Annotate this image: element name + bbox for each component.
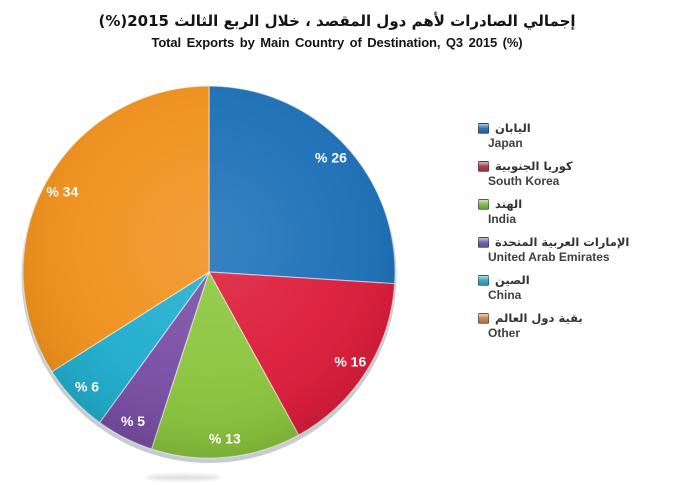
legend-swatch-japan [478,122,489,134]
legend-label-english-south-korea: South Korea [488,174,560,188]
legend-item-japan: اليابان Japan [478,121,672,150]
legend-label-english-united-arab-emirates: United Arab Emirates [488,250,610,264]
legend-item-china: الصين China [478,273,672,302]
pie-value-label-japan: % 26 [315,149,347,165]
chart-legend: اليابان Japan كوريا الجنوبية South Korea اله… [478,121,672,349]
legend-label-arabic-india: الهند [495,197,523,211]
legend-label-arabic-japan: اليابان [495,121,531,135]
pie-value-label-south-korea: % 16 [334,354,366,370]
legend-label-english-china: China [488,288,522,302]
pie-slices [22,85,396,459]
pie-value-label-india: % 13 [209,431,241,447]
legend-item-india: الهند India [478,197,672,226]
legend-label-english-other: Other [488,326,521,340]
legend-label-english-japan: Japan [488,136,523,150]
pie-value-label-united-arab-emirates: % 5 [121,413,145,429]
pie-slice-japan [208,85,396,285]
legend-row-india: الهند [478,197,672,211]
chart-title-arabic: إجمالي الصادرات لأهم دول المقصد ، خلال ا… [98,12,576,30]
legend-label-arabic-south-korea: كوريا الجنوبية [495,159,573,173]
legend-item-other: بقية دول العالم Other [478,311,672,340]
legend-swatch-other [478,312,489,324]
legend-row-china: الصين [478,273,672,287]
legend-swatch-united-arab-emirates [478,236,489,248]
legend-row-other: بقية دول العالم [478,311,672,325]
legend-label-arabic-other: بقية دول العالم [495,311,583,325]
legend-row-japan: اليابان [478,121,672,135]
chart-title-english: Total Exports by Main Country of Destina… [151,35,523,50]
legend-label-arabic-china: الصين [495,273,530,287]
pie-value-label-other: % 34 [46,183,78,199]
legend-swatch-china [478,274,489,286]
legend-item-south-korea: كوريا الجنوبية South Korea [478,159,672,188]
legend-row-united-arab-emirates: الإمارات العربية المتحدة [478,235,672,249]
legend-label-english-india: India [488,212,517,226]
legend-row-south-korea: كوريا الجنوبية [478,159,672,173]
legend-swatch-south-korea [478,160,489,172]
pie-value-labels: % 26 % 16 % 13 % 5 % 6 % 34 [46,149,366,446]
legend-swatch-india [478,198,489,210]
legend-item-united-arab-emirates: الإمارات العربية المتحدة United Arab Emir… [478,235,672,264]
legend-label-arabic-united-arab-emirates: الإمارات العربية المتحدة [495,235,630,249]
pie-ground-shadow [146,474,220,481]
pie-value-label-china: % 6 [75,379,99,395]
